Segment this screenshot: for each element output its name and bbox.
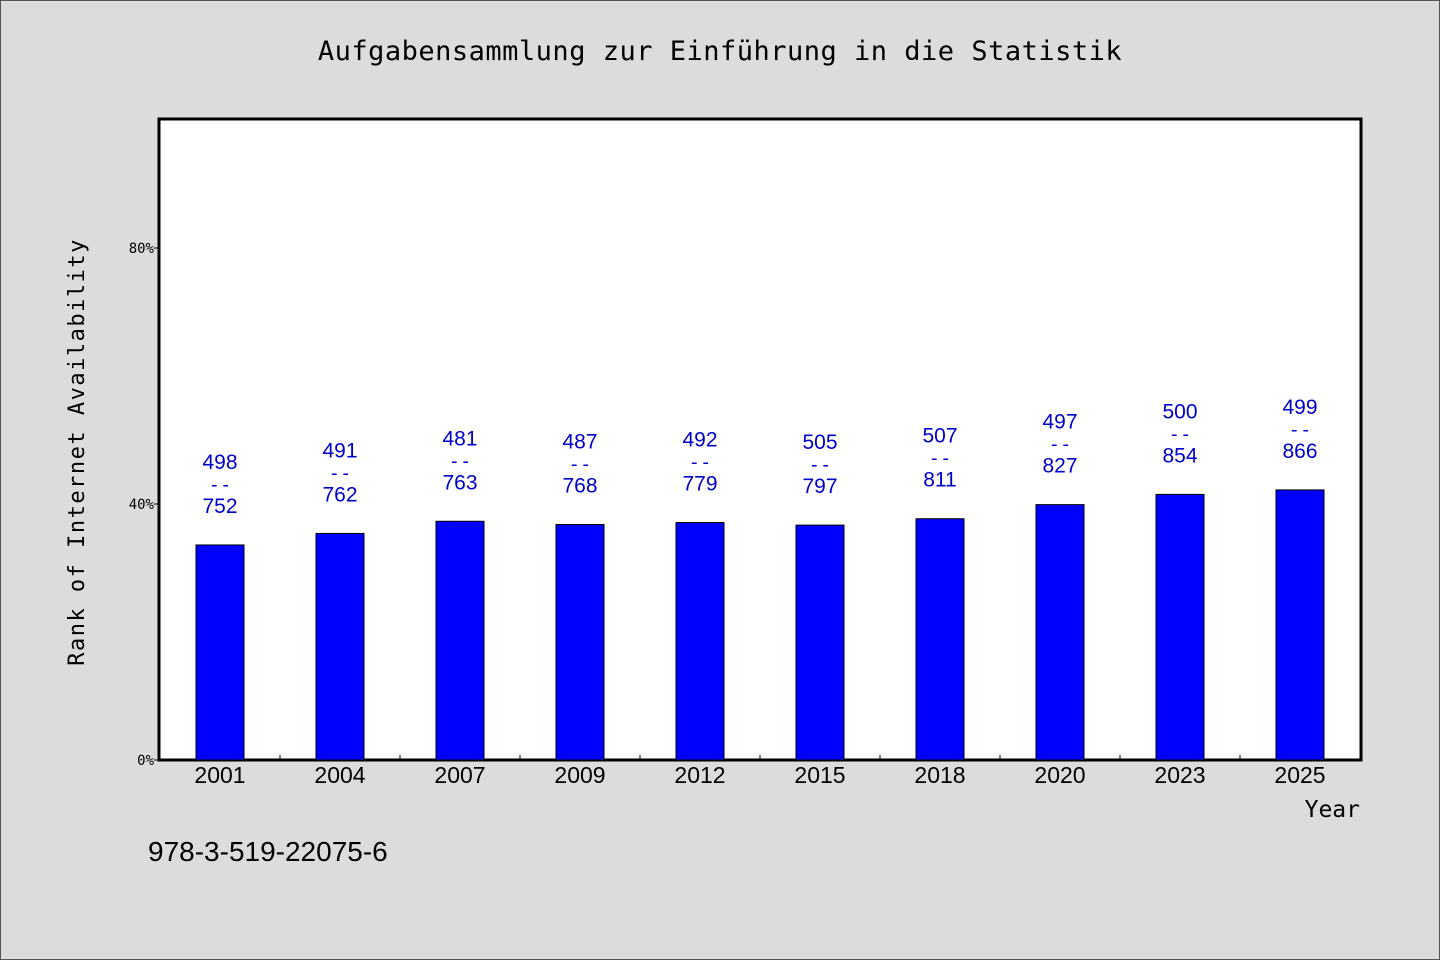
bar-label-separator: -- [1049,434,1072,456]
bar-label-top: 505 [802,431,837,454]
bar-label-top: 500 [1162,400,1197,423]
bar-label-bottom: 763 [442,471,477,494]
x-tick-label: 2012 [674,762,725,788]
bar-label-separator: -- [329,462,352,484]
bar-label-separator: -- [1289,419,1312,441]
x-tick-label: 2007 [434,762,485,788]
bar [915,518,965,761]
y-tick-label: 40% [129,497,155,513]
bar [1035,504,1085,761]
bar-label-bottom: 811 [923,469,956,492]
bar [675,522,725,761]
bar-label-bottom: 866 [1282,440,1317,463]
bar [555,523,605,761]
x-tick-label: 2023 [1154,762,1205,788]
x-tick-label: 2018 [914,762,965,788]
y-tick-label: 0% [137,753,154,769]
bar-label-bottom: 779 [682,473,717,496]
bar-label-top: 492 [682,429,717,452]
bar [1155,493,1205,761]
bar-label-top: 507 [922,425,957,448]
y-axis-label: Rank of Internet Availability [65,238,90,666]
bar [195,544,245,761]
bar-label-top: 498 [202,451,237,474]
bar-label-separator: -- [209,474,232,496]
bar-label-top: 481 [442,427,477,450]
bar [315,532,365,761]
bar-label-top: 491 [322,439,357,462]
x-tick-label: 2020 [1034,762,1085,788]
bar-label-bottom: 768 [562,474,597,497]
x-tick-label: 2004 [314,762,365,788]
x-tick-label: 2025 [1274,762,1325,788]
bar-label-bottom: 827 [1042,455,1077,478]
bar-label-separator: -- [689,452,712,474]
bar-label-bottom: 752 [202,495,237,518]
bar-label-separator: -- [449,450,472,472]
bar-label-bottom: 762 [322,483,357,506]
x-tick-label: 2009 [554,762,605,788]
bar [1275,489,1325,761]
bar-label-separator: -- [809,454,832,476]
bar-label-top: 497 [1042,411,1077,434]
bar-label-separator: -- [929,448,952,470]
x-tick-label: 2015 [794,762,845,788]
chart-title: Aufgabensammlung zur Einführung in die S… [317,36,1123,67]
bar [795,524,845,761]
footer-code: 978-3-519-22075-6 [148,836,388,867]
bar-label-separator: -- [569,453,592,475]
x-tick-label: 2001 [194,762,245,788]
bar-label-bottom: 797 [802,475,837,498]
bar-label-top: 499 [1282,396,1317,419]
bar-label-bottom: 854 [1162,444,1197,467]
bar-label-top: 487 [562,430,597,453]
bar [435,520,485,761]
y-tick-label: 80% [129,241,155,257]
bar-label-separator: -- [1169,423,1192,445]
x-axis-label: Year [1305,797,1360,823]
